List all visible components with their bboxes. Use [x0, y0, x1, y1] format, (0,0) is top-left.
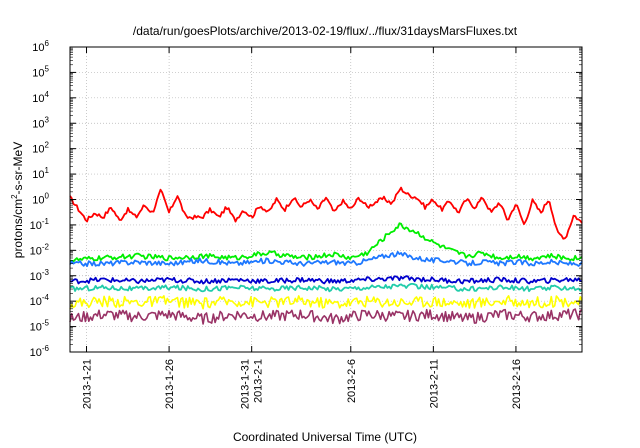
series-line: [69, 295, 583, 310]
y-tick-label: 10-3: [30, 268, 50, 283]
y-tick-base: 10: [30, 245, 42, 257]
chart-title: /data/run/goesPlots/archive/2013-02-19/f…: [133, 24, 518, 38]
y-axis-label-sup: 2: [10, 194, 19, 199]
y-tick-label: 10-1: [30, 217, 50, 232]
x-tick-label: 2013-1-26: [164, 359, 176, 409]
y-axis-label-part-a: protons/cm: [11, 199, 25, 258]
series-line: [69, 282, 583, 293]
y-tick-base: 10: [32, 144, 44, 156]
y-tick-label: 10-4: [30, 293, 50, 308]
series-line: [69, 308, 583, 325]
y-tick-base: 10: [32, 67, 44, 79]
y-tick-base: 10: [30, 347, 42, 359]
y-tick-base: 10: [32, 195, 44, 207]
y-axis-label-part-b: -s-sr-MeV: [11, 142, 25, 195]
y-tick-label: 100: [32, 192, 49, 207]
y-tick-base: 10: [30, 220, 42, 232]
series-line: [69, 222, 583, 264]
x-axis-label: Coordinated Universal Time (UTC): [233, 430, 417, 444]
y-tick-base: 10: [30, 271, 42, 283]
y-tick-label: 10-2: [30, 242, 50, 257]
x-tick-label: 2013-2-1: [253, 359, 265, 403]
y-tick-exponent: 0: [45, 192, 50, 201]
y-axis-label: protons/cm2-s-sr-MeV: [10, 142, 25, 258]
x-tick-label: 2013-2-11: [428, 359, 440, 408]
series-group: [69, 186, 583, 325]
y-tick-exponent: 2: [45, 141, 50, 150]
series-line: [69, 275, 583, 285]
y-tick-base: 10: [32, 118, 44, 130]
y-tick-exponent: 4: [45, 90, 50, 99]
y-tick-label: 101: [32, 166, 49, 181]
y-tick-label: 10-5: [30, 319, 50, 334]
y-tick-label: 106: [32, 39, 49, 54]
series-line: [69, 186, 583, 240]
y-tick-base: 10: [30, 296, 42, 308]
x-axis: 2013-1-21 2013-1-26 2013-1-31 2013-2-1 2013-…: [82, 47, 523, 409]
y-tick-exponent: 5: [45, 64, 50, 73]
y-tick-exponent: -5: [42, 319, 50, 328]
y-tick-exponent: -3: [42, 268, 50, 277]
y-tick-label: 10-6: [30, 344, 50, 359]
x-tick-label: 2013-2-16: [511, 359, 523, 409]
y-tick-exponent: -2: [42, 242, 50, 251]
y-tick-exponent: 6: [45, 39, 50, 48]
x-tick-label: 2013-1-31: [240, 359, 252, 409]
y-tick-label: 103: [32, 115, 49, 130]
y-tick-label: 105: [32, 64, 49, 79]
y-tick-exponent: 1: [45, 166, 50, 175]
grid: [70, 47, 582, 352]
y-tick-base: 10: [32, 169, 44, 181]
series-line: [69, 250, 583, 268]
y-tick-base: 10: [32, 93, 44, 105]
y-tick-base: 10: [30, 322, 42, 334]
y-tick-label: 102: [32, 141, 49, 156]
y-axis: 10-610-510-410-310-210-11001011021031041…: [30, 39, 582, 359]
y-tick-label: 104: [32, 90, 49, 105]
y-tick-exponent: -1: [42, 217, 50, 226]
y-tick-exponent: 3: [45, 115, 50, 124]
y-tick-base: 10: [32, 42, 44, 54]
x-tick-label: 2013-1-21: [82, 359, 94, 409]
y-tick-exponent: -6: [42, 344, 50, 353]
y-tick-exponent: -4: [42, 293, 50, 302]
x-tick-label: 2013-2-6: [346, 359, 358, 403]
